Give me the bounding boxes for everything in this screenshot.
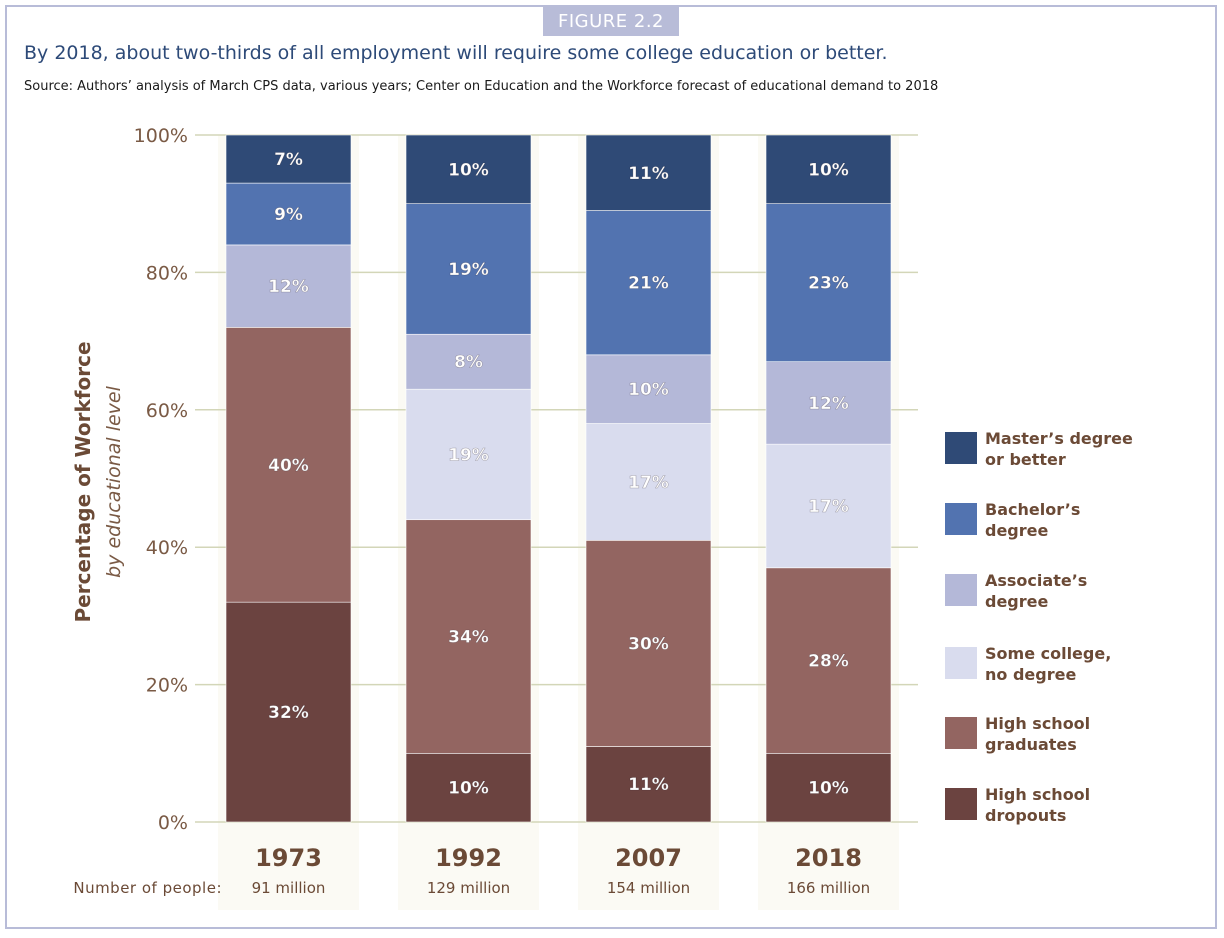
bar-segment [765, 443, 892, 569]
data-label: 12% [808, 394, 849, 414]
data-label: 12% [268, 277, 309, 297]
bar-segment [585, 354, 712, 424]
y-tick-label: 80% [146, 262, 188, 284]
bar-segment [405, 333, 532, 390]
bar-segment [405, 519, 532, 754]
data-label: 10% [448, 160, 489, 180]
y-tick-label: 20% [146, 675, 188, 697]
data-label: 17% [628, 473, 669, 493]
data-label: 9% [274, 205, 303, 225]
figure-tag: FIGURE 2.2 [543, 7, 679, 36]
bar-segment [405, 134, 532, 204]
legend-label: High school dropouts [985, 785, 1091, 825]
data-label: 10% [808, 779, 849, 799]
data-label: 40% [268, 456, 309, 476]
figure-headline: By 2018, about two-thirds of all employm… [24, 42, 888, 64]
people-caption: Number of people: [73, 879, 222, 897]
bar-segment [585, 210, 712, 356]
y-tick-label: 0% [158, 812, 188, 834]
data-label: 11% [628, 164, 669, 184]
bar-segment [765, 567, 892, 754]
data-label: 19% [448, 260, 489, 280]
y-axis-subtitle: by educational level [103, 385, 125, 577]
data-label: 19% [448, 445, 489, 465]
x-category-label: 1992 [435, 844, 502, 872]
legend-label: High school graduates [985, 714, 1091, 754]
bar-segment [765, 752, 892, 823]
data-label: 21% [628, 274, 669, 294]
x-category-label: 2007 [615, 844, 682, 872]
legend-swatch [945, 788, 977, 820]
legend-label: Associate’s degree [985, 571, 1088, 611]
figure-source: Source: Authors’ analysis of March CPS d… [24, 79, 939, 94]
y-tick-label: 100% [134, 125, 188, 147]
data-label: 8% [454, 353, 483, 373]
bar-segment [225, 182, 352, 246]
bar-segment [405, 752, 532, 823]
x-category-label: 2018 [795, 844, 862, 872]
data-label: 11% [628, 775, 669, 795]
data-label: 7% [274, 150, 303, 170]
data-label: 28% [808, 652, 849, 672]
data-label: 32% [268, 703, 309, 723]
figure-frame [5, 5, 1217, 929]
bar-segment [225, 327, 352, 603]
people-count: 166 million [787, 879, 870, 897]
x-category-label: 1973 [255, 844, 322, 872]
bar-segment [585, 423, 712, 541]
legend-label: Some college, no degree [985, 644, 1112, 684]
data-label: 10% [448, 779, 489, 799]
y-tick-label: 40% [146, 537, 188, 559]
data-label: 23% [808, 274, 849, 294]
y-tick-label: 60% [146, 400, 188, 422]
bar-segment [585, 540, 712, 747]
legend-swatch [945, 647, 977, 679]
bar-segment [225, 134, 352, 184]
bar-segment [765, 134, 892, 204]
data-label: 10% [628, 380, 669, 400]
people-count: 91 million [252, 879, 326, 897]
y-axis-title: Percentage of Workforce [71, 341, 95, 622]
data-label: 34% [448, 628, 489, 648]
legend-label: Bachelor’s degree [985, 500, 1081, 540]
bar-segment [585, 134, 712, 211]
legend-swatch [945, 574, 977, 606]
legend-swatch [945, 717, 977, 749]
people-count: 129 million [427, 879, 510, 897]
bar-segment [225, 244, 352, 328]
bar-segment [405, 388, 532, 521]
bar-segment [765, 361, 892, 445]
bar-segment [405, 203, 532, 335]
data-label: 17% [808, 497, 849, 517]
bar-segment [765, 203, 892, 363]
data-label: 10% [808, 160, 849, 180]
data-label: 30% [628, 634, 669, 654]
people-count: 154 million [607, 879, 690, 897]
bar-segment [225, 601, 352, 823]
legend-swatch [945, 503, 977, 535]
legend-swatch [945, 432, 977, 464]
bar-segment [585, 746, 712, 823]
legend-label: Master’s degree or better [985, 429, 1133, 469]
